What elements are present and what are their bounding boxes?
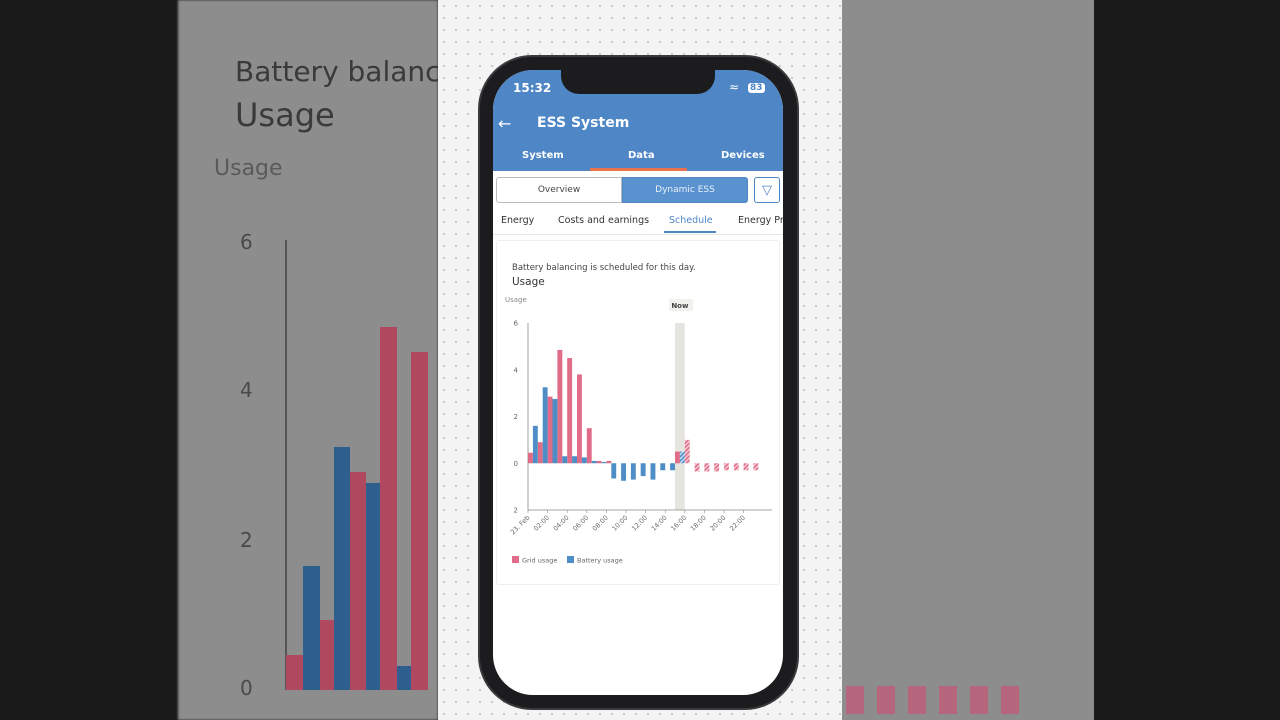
battery-usage-bar: [562, 456, 568, 464]
y-tick-label: 0: [514, 460, 518, 468]
grid-usage-bar: [733, 463, 739, 471]
legend-label: Battery usage: [577, 557, 623, 565]
grid-usage-bar: [557, 349, 563, 464]
bg-tick: 4: [240, 378, 253, 402]
tab-devices[interactable]: Devices: [721, 150, 765, 161]
battery-usage-bar: [621, 463, 626, 481]
now-band: [675, 323, 685, 510]
grid-usage-bar: [684, 439, 690, 464]
y-axis-label: Usage: [505, 296, 527, 304]
battery-usage-bar: [670, 463, 675, 471]
grid-usage-bar: [743, 463, 749, 471]
grid-usage-bar: [714, 463, 720, 472]
wifi-icon: ≈: [729, 80, 740, 94]
grid-usage-bar: [675, 451, 680, 464]
battery-usage-bar: [679, 451, 685, 464]
y-tick-label: 2: [514, 413, 518, 421]
now-label: Now: [671, 302, 689, 310]
x-tick-label: 18:00: [689, 514, 708, 533]
tab-data[interactable]: Data: [628, 150, 655, 161]
battery-usage-bar: [552, 398, 558, 464]
segment-overview[interactable]: Overview: [496, 177, 622, 203]
subtab-energy-prices[interactable]: Energy Pr: [738, 215, 783, 226]
x-tick-label: 20:00: [709, 514, 728, 533]
card-title: Usage: [512, 276, 545, 288]
subtab-energy[interactable]: Energy: [501, 215, 535, 226]
battery-usage-bar: [650, 463, 656, 480]
bg-text: Battery balanci: [235, 55, 449, 88]
grid-usage-bar: [567, 358, 573, 464]
bg-tick: 2: [240, 528, 253, 552]
x-tick-label: 02:00: [532, 514, 551, 533]
legend-swatch: [567, 556, 574, 563]
x-tick-label: 10:00: [611, 514, 630, 533]
notch: [561, 70, 715, 94]
grid-usage-bar: [606, 460, 612, 464]
battery-usage-bar: [532, 425, 538, 464]
subtab-schedule[interactable]: Schedule: [669, 215, 713, 226]
x-tick-label: 12:00: [630, 514, 649, 533]
active-subtab-indicator: [664, 231, 716, 233]
grid-usage-bar: [753, 463, 759, 471]
battery-usage-bar: [660, 463, 666, 471]
battery-usage-bar: [572, 456, 577, 464]
now-label-bg: [669, 299, 693, 311]
battery-usage-bar: [640, 463, 646, 477]
battery-usage-bar: [581, 457, 587, 464]
background-right: [842, 0, 1280, 720]
x-tick-label: 04:00: [552, 514, 571, 533]
battery-usage-bar: [601, 462, 607, 464]
background-left: Battery balanci Usage Usage 6 4 2 0: [0, 0, 448, 720]
grid-usage-bar: [577, 374, 582, 464]
tab-system[interactable]: System: [522, 150, 564, 161]
y-tick-label: 2: [514, 507, 518, 515]
grid-usage-bar: [547, 396, 553, 464]
battery-usage-bar: [591, 460, 597, 464]
back-arrow-icon[interactable]: ←: [498, 114, 512, 133]
grid-usage-bar: [724, 463, 729, 471]
status-time: 15:32: [513, 81, 552, 95]
segment-dynamic-ess[interactable]: Dynamic ESS: [622, 177, 748, 203]
x-tick-label: 22:00: [728, 514, 747, 533]
bg-text: Usage: [214, 156, 283, 181]
bg-tick: 6: [240, 230, 253, 254]
bg-tick: 0: [240, 676, 253, 700]
legend-label: Grid usage: [522, 557, 557, 565]
x-tick-label: 16:00: [669, 514, 688, 533]
grid-usage-bar: [694, 463, 700, 472]
battery-usage-bar: [542, 387, 548, 464]
subtab-costs[interactable]: Costs and earnings: [558, 215, 650, 226]
grid-usage-bar: [596, 460, 602, 464]
battery-usage-bar: [611, 463, 617, 479]
grid-usage-bar: [704, 463, 710, 472]
battery-indicator: 83: [748, 83, 765, 93]
page-title: ESS System: [537, 115, 630, 131]
x-tick-label: 08:00: [591, 514, 610, 533]
battery-usage-bar: [630, 463, 636, 480]
grid-usage-bar: [528, 452, 533, 464]
y-tick-label: 4: [514, 366, 519, 374]
active-tab-indicator: [590, 168, 687, 171]
grid-usage-bar: [586, 428, 592, 464]
y-tick-label: 6: [514, 320, 519, 328]
x-tick-label: 23. Feb: [509, 514, 532, 537]
x-tick-label: 06:00: [571, 514, 590, 533]
filter-icon[interactable]: ▽: [754, 177, 780, 203]
app-screen: 15:32 ≈ 83 ← ESS System System Data Devi…: [493, 70, 783, 695]
grid-usage-bar: [537, 442, 543, 464]
balancing-note: Battery balancing is scheduled for this …: [512, 263, 696, 273]
x-tick-label: 14:00: [650, 514, 669, 533]
legend-swatch: [512, 556, 519, 563]
bg-text: Usage: [235, 96, 335, 134]
